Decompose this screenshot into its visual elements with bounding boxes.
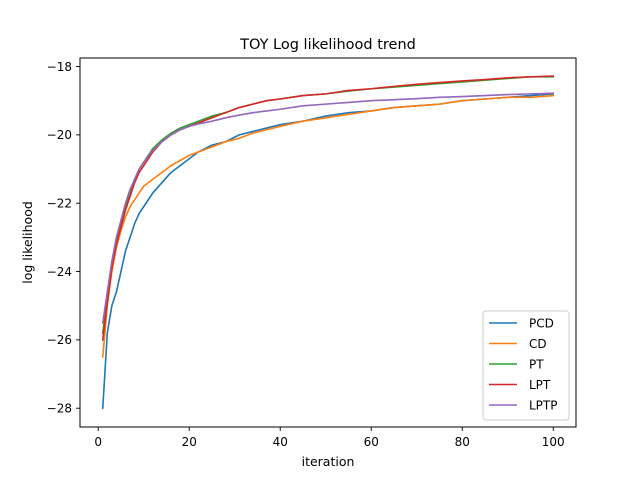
legend-items: PCD CD PT LPT LPTP	[489, 317, 558, 413]
legend-label-lptp: LPTP	[529, 399, 558, 413]
x-axis-label: iteration	[302, 454, 355, 469]
y-axis-label: log likelihood	[20, 201, 35, 284]
plot-area	[79, 57, 577, 428]
series-line-lptp	[101, 92, 555, 324]
series-line-pt	[101, 75, 555, 334]
y-tick-label: −20	[47, 128, 72, 142]
x-tick-label: 20	[182, 435, 197, 449]
y-axis: −28 −26 −24 −22 −20 −18	[47, 60, 80, 416]
x-tick-label: 80	[455, 435, 470, 449]
x-tick-label: 0	[94, 435, 102, 449]
y-tick-label: −28	[47, 402, 72, 416]
series-line-cd	[101, 94, 555, 358]
legend: PCD CD PT LPT LPTP	[482, 310, 570, 421]
series-layer	[101, 75, 555, 410]
series-line-lpt	[101, 75, 555, 341]
legend-label-pcd: PCD	[529, 317, 554, 331]
x-tick-label: 40	[273, 435, 288, 449]
y-tick-label: −24	[47, 265, 72, 279]
legend-box	[482, 310, 570, 421]
x-axis: 0 20 40 60 80 100	[94, 427, 565, 449]
y-tick-label: −22	[47, 197, 72, 211]
legend-label-pt: PT	[529, 358, 544, 372]
y-tick-label: −18	[47, 60, 72, 74]
legend-label-lpt: LPT	[529, 378, 551, 392]
x-tick-label: 100	[542, 435, 565, 449]
chart-title: TOY Log likelihood trend	[239, 37, 416, 53]
legend-label-cd: CD	[529, 337, 547, 351]
x-tick-label: 60	[364, 435, 379, 449]
y-tick-label: −26	[47, 333, 72, 347]
axes-frame	[79, 57, 577, 428]
